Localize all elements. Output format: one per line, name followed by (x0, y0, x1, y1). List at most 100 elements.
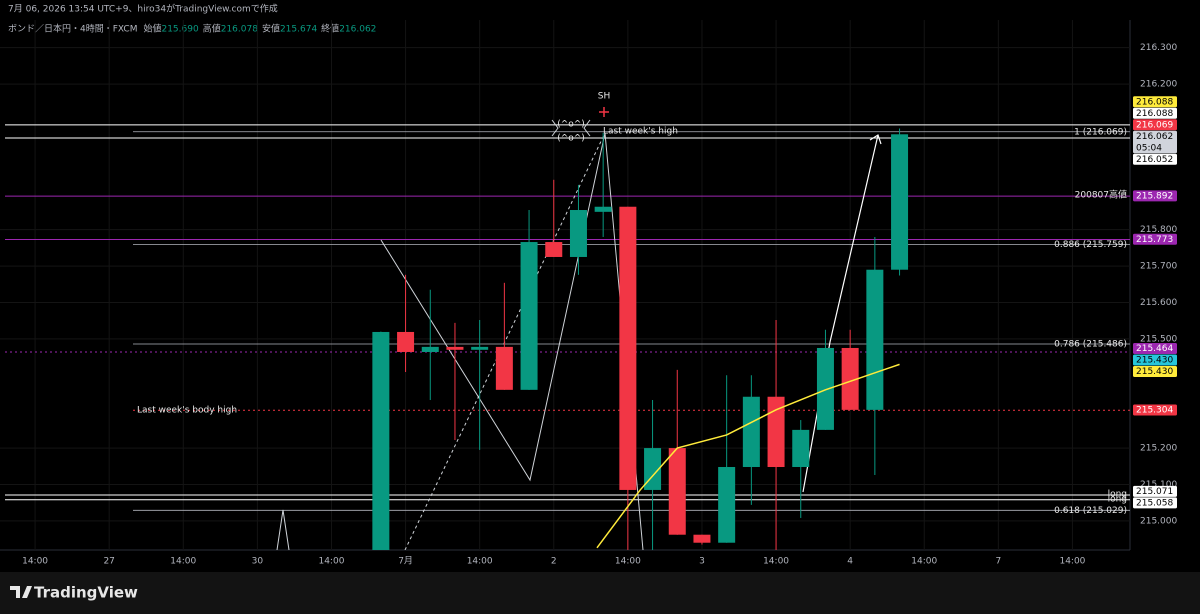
logo-icon (10, 586, 32, 598)
price-badge-text: 216.052 (1136, 155, 1173, 165)
ohlc: 始値 215.690 高値 216.078 安値 215.674 終値 216.062 (143, 23, 376, 35)
candle-body (891, 134, 909, 270)
countdown: 05:04 (1136, 143, 1162, 153)
sh-label: SH (598, 92, 610, 102)
x-tick-label: 14:00 (22, 557, 48, 567)
x-tick-label: 14:00 (170, 557, 196, 567)
candle-body (397, 331, 415, 352)
y-tick-label: 215.000 (1140, 516, 1177, 526)
candle-body (619, 206, 637, 490)
candle-body (792, 429, 810, 468)
x-tick-label: 7 (995, 557, 1001, 567)
y-tick-label: 215.700 (1140, 262, 1177, 272)
y-tick-label: 216.300 (1140, 43, 1177, 53)
candle-body (520, 242, 538, 390)
face-label: (^o^) (557, 120, 585, 130)
fib-label: 0.886 (215.759) (1054, 240, 1127, 250)
candle-body (446, 346, 464, 350)
level-text: long (1108, 494, 1127, 504)
labels: 215.000 215.100 215.200 215.500 215.600 215.7… (22, 43, 1177, 566)
price-badge-text: 216.088 (1136, 109, 1173, 119)
price-badge-text: 215.058 (1136, 499, 1173, 509)
ohlc-label: 安値 (262, 23, 280, 35)
price-badge (1133, 107, 1177, 119)
price-badge (1133, 497, 1177, 509)
price-badge (1133, 130, 1177, 154)
price-badge-text: 215.892 (1136, 192, 1173, 202)
price-badge (1133, 342, 1177, 354)
x-tick-label: 14:00 (615, 557, 641, 567)
last-week-high-label: Last week's high (603, 127, 678, 137)
y-tick-label: 215.800 (1140, 225, 1177, 235)
candle-body (866, 269, 884, 410)
x-tick-label: 7月 (398, 556, 413, 567)
y-tick-label: 216.200 (1140, 80, 1177, 90)
logo: TradingView (10, 584, 138, 602)
zigzag (276, 509, 290, 550)
moving-average (596, 363, 900, 549)
trend-line (404, 132, 606, 550)
price-badge (1133, 119, 1177, 131)
x-tick-label: 2 (551, 557, 557, 567)
price-badge (1133, 485, 1177, 497)
x-tick-label: 4 (847, 557, 853, 567)
candle-body (742, 396, 760, 468)
symbol: ボンド／日本円・4時間・FXCM (8, 23, 137, 35)
ohlc-label: 始値 (143, 23, 161, 35)
x-tick-label: 14:00 (763, 557, 789, 567)
price-badge (1133, 233, 1177, 245)
price-badge-text: 216.062 (1136, 132, 1173, 142)
face-label: (^o^) (557, 134, 585, 144)
candle-body (841, 347, 859, 410)
credit: 7月 06, 2026 13:54 UTC+9、hiro34がTradingVi… (8, 3, 278, 15)
fib-label: 1 (216.069) (1074, 127, 1127, 137)
candle-body (718, 467, 736, 543)
price-badge-text: 215.464 (1136, 344, 1173, 354)
x-tick-label: 30 (252, 557, 264, 567)
fib-label: 0.618 (215.029) (1054, 506, 1127, 516)
candle-body (421, 346, 439, 352)
candle-body (644, 448, 662, 490)
price-badge-text: 216.069 (1136, 120, 1173, 130)
candle-body (594, 206, 612, 212)
arrow-line (802, 134, 879, 493)
level-text: long (1108, 490, 1127, 500)
candle-body (816, 347, 834, 430)
price-badge (1133, 190, 1177, 202)
x-tick-label: 14:00 (1059, 557, 1085, 567)
ohlc-value: 216.078 (221, 25, 258, 35)
footer-bar (0, 572, 1200, 614)
price-badge-text: 216.088 (1136, 97, 1173, 107)
levels (5, 124, 1130, 511)
y-tick-label: 215.500 (1140, 334, 1177, 344)
price-badges: 216.088216.088216.069216.06205:04216.052… (1133, 96, 1177, 509)
price-badge (1133, 365, 1177, 377)
price-badge (1133, 354, 1177, 366)
ohlc-value: 215.674 (280, 25, 317, 35)
x-tick-label: 14:00 (911, 557, 937, 567)
candle-body (372, 331, 390, 550)
candle-body (668, 448, 686, 535)
ohlc-value: 216.062 (339, 25, 376, 35)
candle-body (693, 534, 711, 543)
face-decoration (551, 119, 591, 137)
ohlc-value: 215.690 (161, 25, 198, 35)
candle-body (767, 396, 785, 468)
price-badge-text: 215.430 (1136, 367, 1173, 377)
brand: TradingView (34, 584, 138, 602)
arrow-head (869, 134, 882, 145)
x-tick-label: 14:00 (467, 557, 493, 567)
price-badge (1133, 96, 1177, 108)
price-badge (1133, 153, 1177, 165)
fib-label: 0.786 (215.486) (1054, 339, 1127, 349)
candle-body (545, 242, 563, 257)
candle-body (569, 210, 587, 257)
candles (372, 128, 909, 550)
level-text: Last week's body high (137, 406, 237, 416)
ohlc-label: 高値 (203, 23, 221, 35)
ohlc-label: 終値 (321, 23, 339, 35)
x-tick-label: 27 (103, 557, 114, 567)
price-badge-text: 215.773 (1136, 235, 1173, 245)
